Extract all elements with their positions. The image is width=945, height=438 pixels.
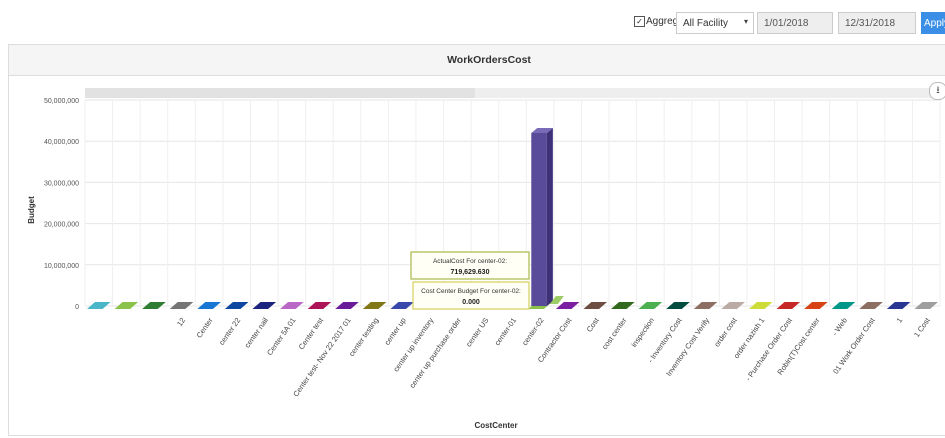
bar-base [142,302,166,309]
x-tick-label: center 22 [217,316,242,347]
bar-base [859,302,883,309]
x-axis-label: CostCenter [474,421,517,430]
bar-base [666,302,690,309]
y-tick-label: 50,000,000 [44,98,79,105]
tooltip-budget-value: 0.000 [462,299,480,306]
bar-base [307,302,332,309]
bar-base [914,302,938,309]
x-tick-label: - Web [830,316,849,337]
end-date-input[interactable]: 12/31/2018 [838,12,916,34]
start-date-input[interactable]: 1/01/2018 [757,12,833,34]
bar-base [335,302,359,309]
y-tick-label: 30,000,000 [44,180,79,187]
navigator-track [85,88,940,98]
bar-base [114,302,139,309]
x-tick-label: center up purchase order [408,316,464,390]
panel-title: WorkOrdersCost [447,54,531,66]
x-tick-label: cost center [600,316,629,352]
bar-base [804,302,828,309]
facility-select-value: All Facility [683,18,729,29]
x-tick-label: 1 Cost [912,315,932,339]
bar-base [252,302,277,309]
bar-base [611,302,635,309]
y-axis-label: Budget [27,196,36,224]
bar-base [638,302,663,309]
facility-select[interactable]: All Facility ▾ [676,12,754,34]
apply-button[interactable]: Apply [921,12,945,34]
aggregate-label: Aggregate [646,16,693,27]
bar-base [169,302,194,309]
bar-top [531,127,553,133]
x-tick-label: Cost [585,315,602,334]
bar-base [693,302,718,309]
x-tick-label: 1 [895,316,905,325]
bar-base [831,302,856,309]
y-tick-label: 20,000,000 [44,222,79,229]
x-tick-label: center US [464,316,491,348]
x-tick-label: order cost [712,315,739,348]
bar-base [280,302,304,309]
x-tick-label: center-02 [520,316,546,347]
x-tick-label: center nail [243,316,270,350]
bar-base [555,302,580,309]
aggregate-checkbox[interactable]: ✓ [634,16,645,27]
bar-base [87,302,111,309]
bar [531,132,547,306]
chart-panel: WorkOrdersCost [8,44,945,436]
bar-budget [549,296,564,304]
tooltip-actual-value: 719,629.630 [451,269,490,276]
tooltip-actual-box [410,251,530,280]
bar-base [748,302,773,309]
bar-base [721,302,745,309]
bar-base [197,302,221,309]
panel-header: WorkOrdersCost [9,45,945,76]
x-tick-label: - Purchase Order Cost [744,315,795,382]
bar-base [224,302,249,309]
x-tick-label: Center test [297,315,326,351]
tooltip-budget-label: Cost Center Budget For center-02: [421,288,521,295]
navigator-range [85,88,475,98]
x-tick-label: Center [194,316,215,340]
bar-base [390,302,414,309]
bar-base [886,302,911,309]
y-tick-label: 40,000,000 [44,139,79,146]
download-icon[interactable]: ⭳ [929,82,945,100]
toolbar: ✓ Aggregate All Facility ▾ 1/01/2018 12/… [0,12,945,38]
bar-base [776,302,801,309]
chevron-down-icon: ▾ [743,17,748,26]
bar-side [546,127,553,307]
bar-base [583,302,608,309]
x-tick-label: center up [383,316,408,347]
x-tick-label: center testing [347,316,380,358]
tooltip-actual-label: ActualCost For center-02: [433,258,507,265]
x-tick-label: Center 5A 01 [265,316,297,357]
tooltip-budget-box [412,281,530,310]
x-tick-label: center-01 [493,316,519,347]
y-tick-label: 10,000,000 [44,263,79,270]
x-tick-label: inspection [629,316,656,349]
x-tick-label: Center test- Nov 22 2017 01 [291,316,352,398]
x-tick-label: 12 [175,316,187,328]
y-tick-label: 0 [75,304,79,311]
bar-base [362,302,387,309]
